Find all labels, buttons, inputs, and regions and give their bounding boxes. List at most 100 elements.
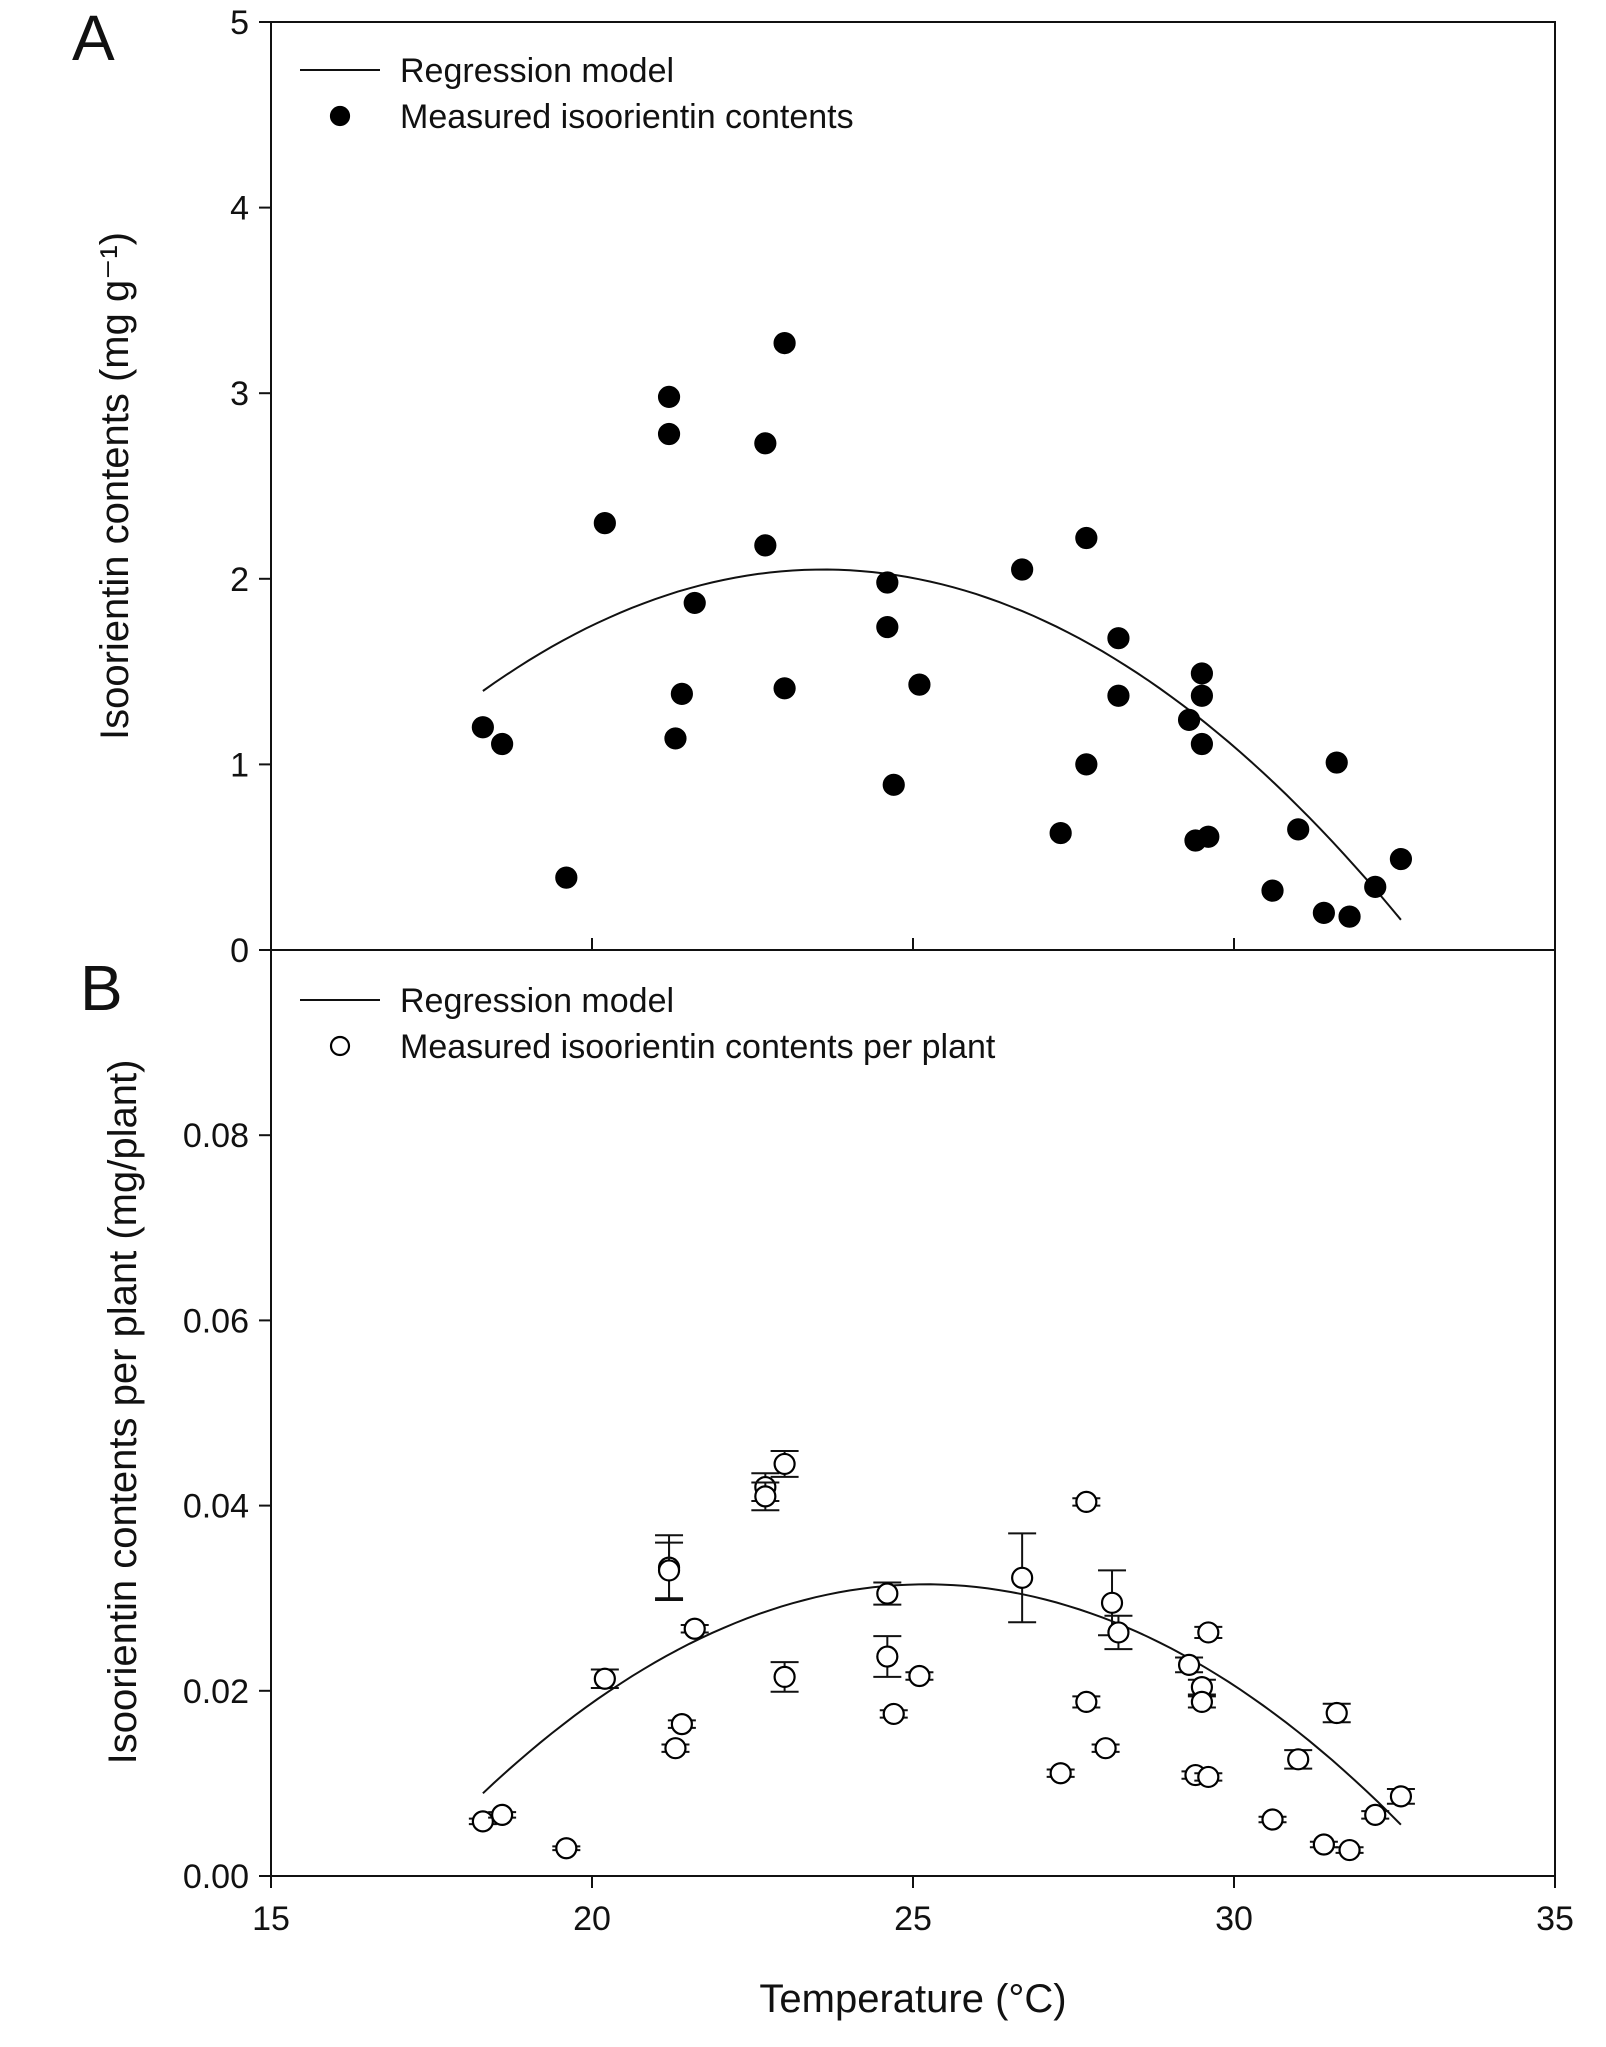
- data-point: [908, 1664, 931, 1688]
- data-point: [1190, 1690, 1214, 1714]
- data-point: [876, 1582, 899, 1605]
- data-point: [1287, 1748, 1310, 1771]
- data-point: [555, 866, 578, 889]
- y-tick-label: 0.02: [183, 1673, 249, 1711]
- data-point: [491, 732, 514, 756]
- data-point: [1075, 526, 1098, 550]
- data-point: [1312, 901, 1335, 924]
- legend-item-label: Regression model: [400, 52, 674, 90]
- data-point: [1197, 1765, 1220, 1789]
- y-tick-label: 1: [230, 746, 249, 784]
- y-tick-label: 0.04: [183, 1488, 249, 1526]
- data-point: [1107, 1621, 1130, 1644]
- data-point: [593, 512, 616, 535]
- data-point: [471, 716, 494, 739]
- data-point: [1190, 662, 1214, 685]
- panel-a: 0 1 2 3 4 5 Isoorientin contents (mg g⁻¹) A Regr…: [72, 2, 1556, 970]
- data-point: [491, 1803, 514, 1826]
- data-point: [1261, 879, 1284, 902]
- shared-x-axis: 15 20 25 30 35 Temperature (°C): [252, 1876, 1574, 2021]
- data-point: [876, 615, 899, 639]
- data-point: [664, 727, 687, 750]
- data-point: [1389, 847, 1413, 871]
- data-point: [882, 773, 905, 796]
- legend-marker-swatch: [329, 1035, 351, 1057]
- data-point: [1094, 1737, 1117, 1760]
- y-tick-label: 3: [230, 375, 249, 413]
- data-point: [1338, 905, 1361, 928]
- panel-b: 0.00 0.02 0.04 0.06 0.08 Isoorientin contents…: [80, 949, 1556, 1896]
- data-point: [1325, 1701, 1348, 1725]
- legend: Regression model Measured isoorientin con…: [300, 982, 996, 1066]
- regression-curve: [482, 568, 1402, 921]
- data-point: [1107, 684, 1130, 707]
- y-axis-title: Isoorientin contents per plant (mg/plant…: [101, 1060, 145, 1765]
- data-point: [1190, 684, 1214, 707]
- data-point: [471, 1810, 494, 1833]
- data-point: [1049, 821, 1072, 845]
- data-point: [683, 591, 706, 615]
- data-point: [1190, 732, 1214, 756]
- plot-frame: [270, 21, 1556, 951]
- data-point: [1075, 753, 1098, 776]
- data-point: [1325, 751, 1348, 774]
- data-point: [754, 432, 777, 455]
- y-tick-label: 5: [230, 4, 249, 42]
- data-point: [908, 673, 931, 696]
- data-point: [670, 1713, 693, 1736]
- data-point: [1261, 1808, 1284, 1831]
- data-point: [1312, 1833, 1335, 1856]
- data-point: [1389, 1785, 1413, 1808]
- x-tick-label: 20: [573, 1900, 611, 1938]
- data-point: [1107, 627, 1130, 650]
- y-tick-label: 2: [230, 561, 249, 599]
- data-point: [1197, 1621, 1220, 1644]
- data-point: [773, 677, 796, 700]
- data-point: [1100, 1591, 1124, 1614]
- data-point: [1338, 1838, 1361, 1862]
- legend-item-label: Regression model: [400, 982, 674, 1020]
- data-point: [876, 1645, 899, 1668]
- data-point: [754, 534, 777, 557]
- data-point: [1011, 558, 1034, 581]
- data-point: [683, 1617, 706, 1640]
- data-point: [657, 1559, 681, 1582]
- data-point: [1075, 1490, 1098, 1513]
- x-tick-label: 15: [252, 1900, 290, 1938]
- x-tick-label: 25: [894, 1900, 932, 1938]
- data-point: [754, 1485, 777, 1508]
- y-tick-label: 0.00: [183, 1858, 249, 1896]
- data-point: [882, 1702, 905, 1726]
- y-tick-label: 4: [230, 190, 249, 228]
- x-axis-title: Temperature (°C): [759, 1977, 1066, 2021]
- data-point: [1364, 1803, 1387, 1826]
- data-point: [1011, 1566, 1034, 1589]
- data-point: [876, 571, 899, 594]
- data-point: [773, 1452, 796, 1476]
- legend: Regression model Measured isoorientin con…: [300, 52, 854, 136]
- regression-curve: [482, 1583, 1402, 1826]
- plot-frame: [270, 949, 1556, 1877]
- data-point: [1075, 1690, 1098, 1714]
- legend-item-label: Measured isoorientin contents per plant: [400, 1028, 996, 1066]
- data-point: [773, 1665, 796, 1689]
- data-point: [657, 422, 681, 446]
- panel-letter: A: [72, 2, 115, 74]
- data-point: [1049, 1762, 1072, 1785]
- legend-marker-swatch: [329, 105, 351, 127]
- panel-letter: B: [80, 952, 123, 1024]
- y-tick-label: 0.06: [183, 1302, 249, 1340]
- y-tick-label: 0.08: [183, 1117, 249, 1155]
- x-tick-label: 30: [1215, 1900, 1253, 1938]
- x-tick-label: 35: [1536, 1900, 1574, 1938]
- data-point: [657, 385, 681, 409]
- data-point: [1287, 818, 1310, 841]
- data-point: [593, 1667, 616, 1690]
- y-axis-title: Isoorientin contents (mg g⁻¹): [93, 232, 137, 740]
- data-point: [1177, 1653, 1201, 1676]
- y-tick-label: 0: [230, 932, 249, 970]
- data-point: [1197, 825, 1220, 848]
- data-point: [664, 1737, 687, 1760]
- data-point: [773, 331, 796, 355]
